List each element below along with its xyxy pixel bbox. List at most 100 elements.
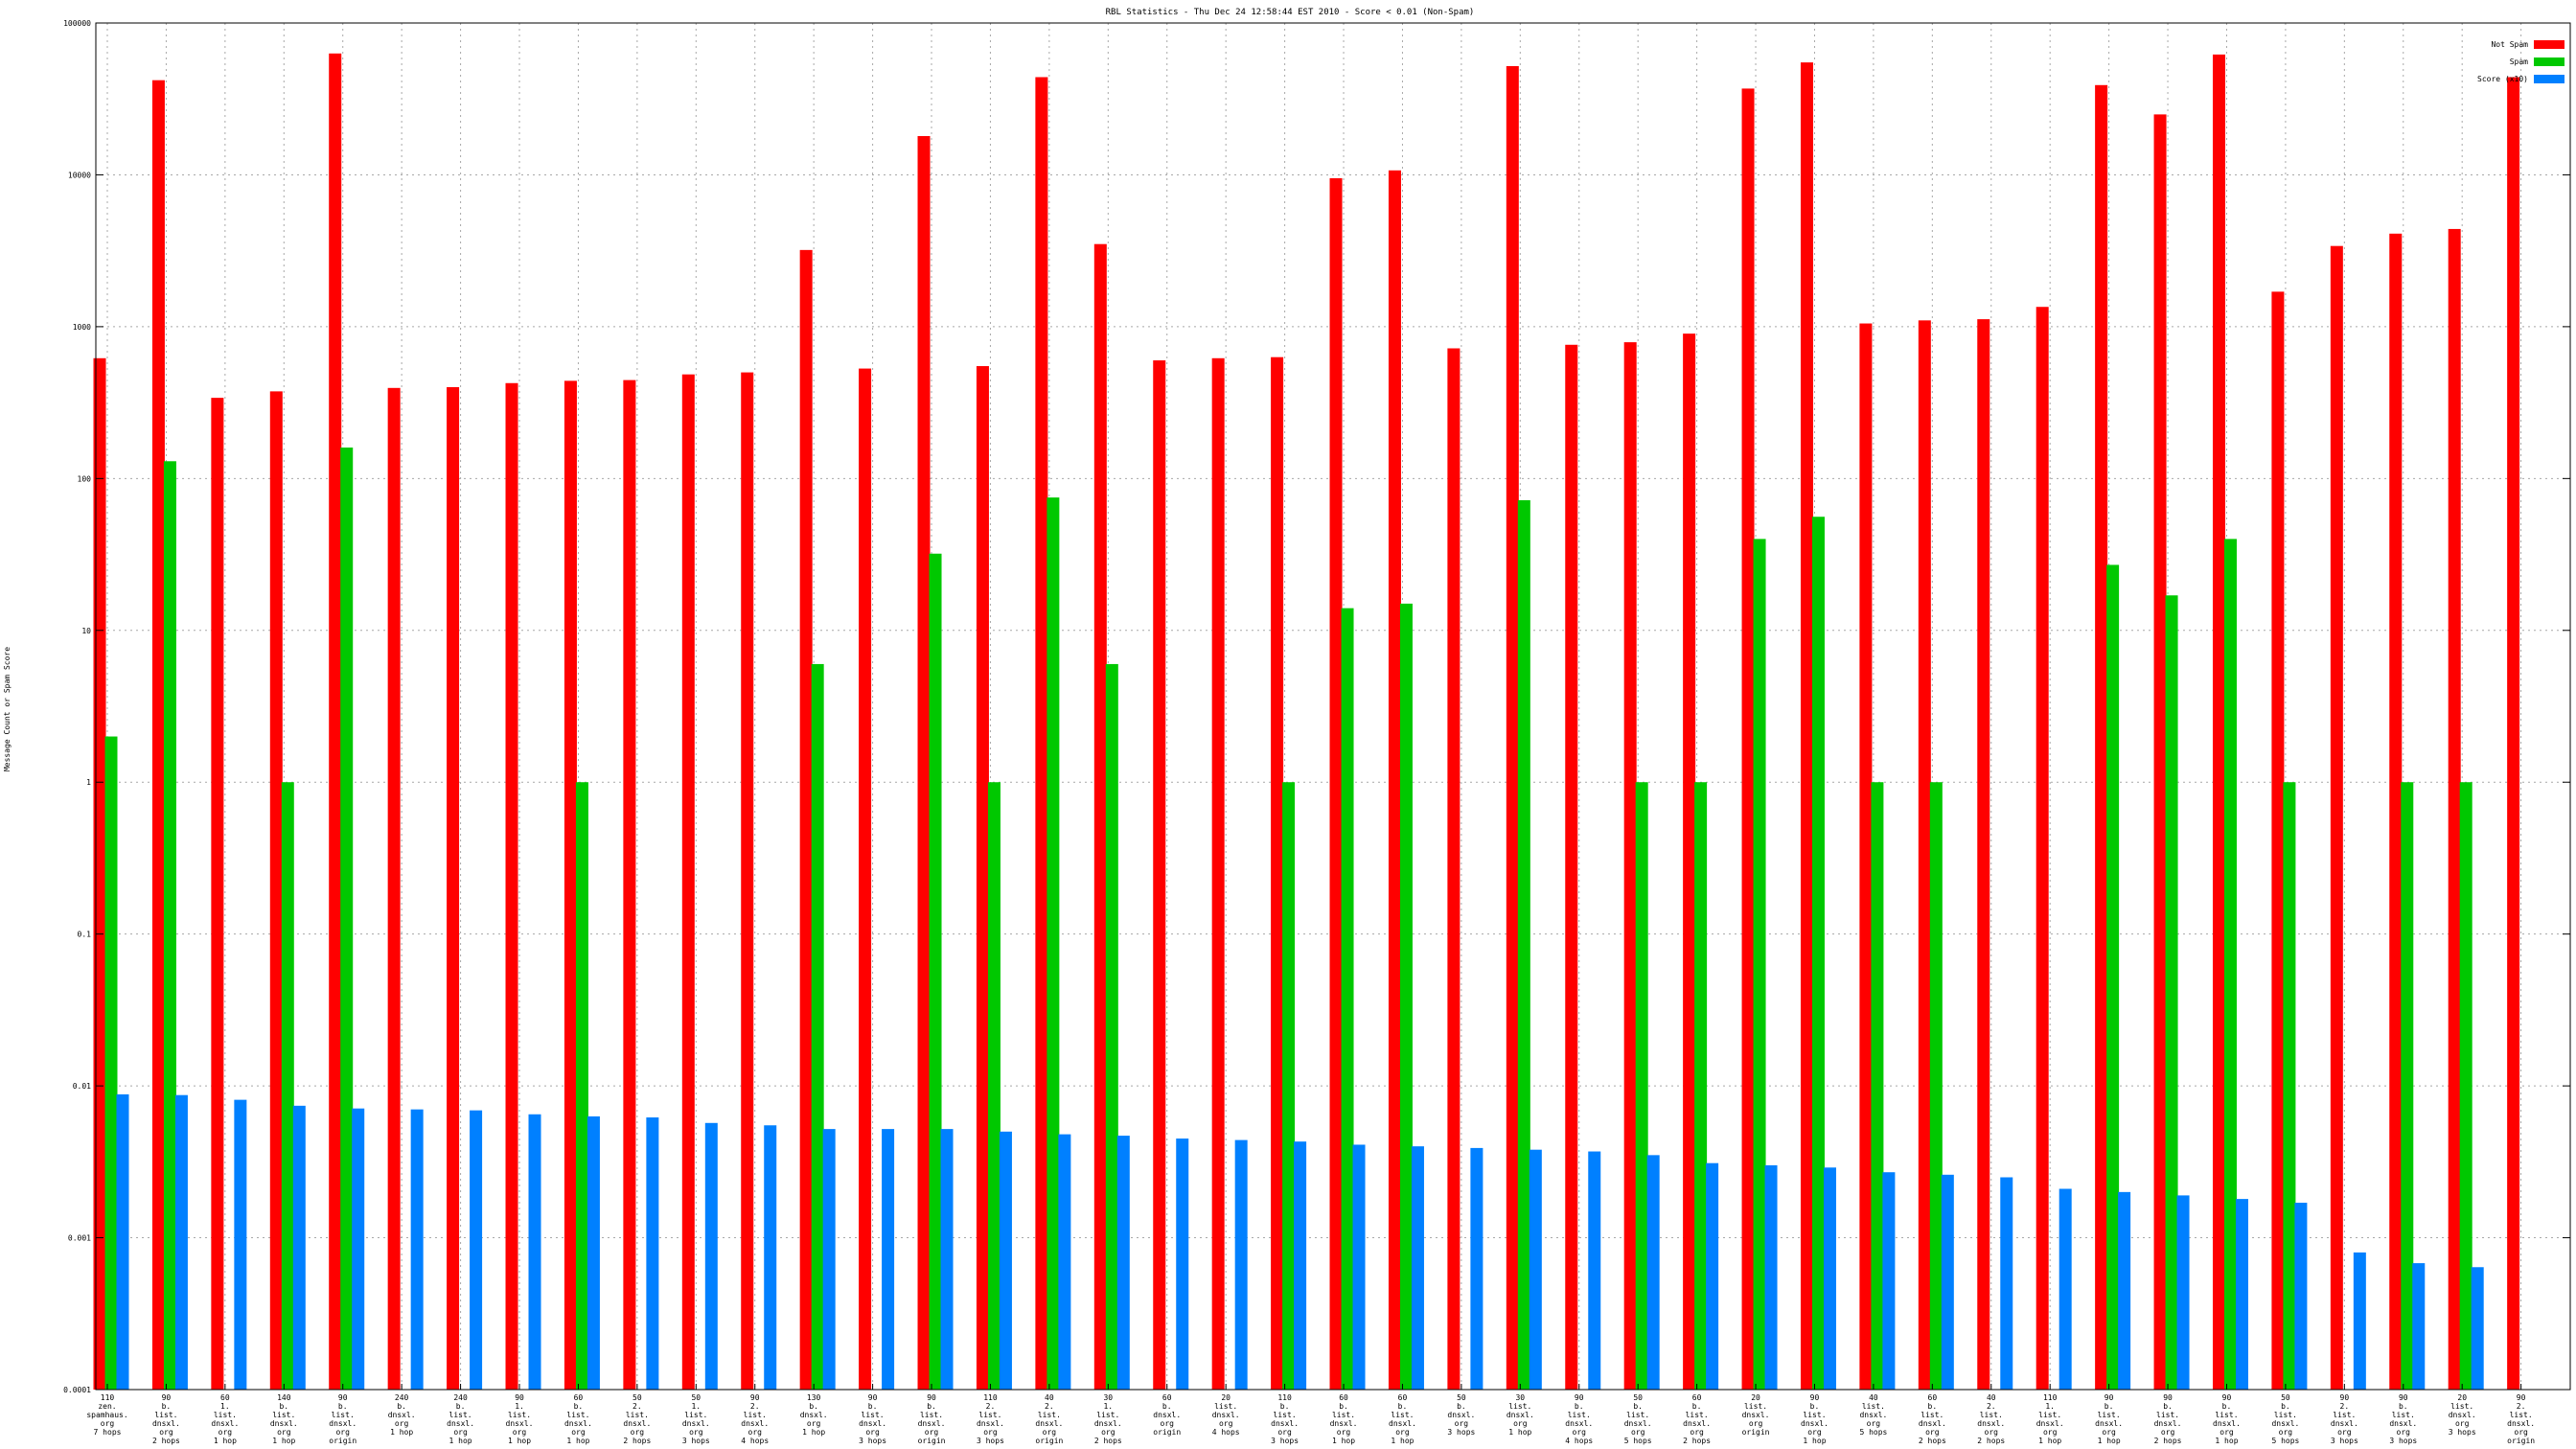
x-tick-label-line: 3 hops	[2331, 1437, 2358, 1445]
x-tick-label-line: 1.	[220, 1402, 230, 1411]
x-tick-label-line: list.	[744, 1411, 767, 1419]
x-tick-label-line: dnsxl.	[2036, 1419, 2064, 1428]
x-tick-label-line: b.	[397, 1402, 406, 1411]
x-tick-label: 90 b. list. dnsxl. org 1 hop	[2213, 1393, 2241, 1445]
x-tick-label: 110 2. list. dnsxl. org 3 hops	[977, 1393, 1004, 1445]
x-tick-label-line: dnsxl.	[2331, 1419, 2358, 1428]
x-tick-label-line: list.	[1980, 1411, 2003, 1419]
bar-not-spam	[1977, 319, 1990, 1390]
x-tick-label: 90 2. list. dnsxl. org 3 hops	[2331, 1393, 2358, 1445]
x-tick-label: 140 b. list. dnsxl. org 1 hop	[270, 1393, 298, 1445]
x-tick-label-line: b.	[1575, 1402, 1584, 1411]
x-tick-label-line: 1 hop	[449, 1437, 472, 1445]
x-tick-label-line: list.	[626, 1411, 649, 1419]
bar-not-spam	[1623, 342, 1637, 1390]
bar-spam	[2283, 782, 2296, 1390]
x-tick-label-line: 2.	[1987, 1402, 1996, 1411]
x-tick-label-line: org	[513, 1428, 527, 1437]
x-tick-label-line: org	[1395, 1428, 1410, 1437]
bar-spam	[2165, 595, 2178, 1390]
y-tick-label: 1000	[73, 323, 91, 332]
x-tick-label-line: dnsxl.	[1801, 1419, 1828, 1428]
x-tick-label: 240 b. list. dnsxl. org 1 hop	[447, 1393, 474, 1445]
bar-not-spam	[151, 80, 165, 1390]
x-tick-label: 50 b. list. dnsxl. org 5 hops	[2271, 1393, 2299, 1445]
x-tick-label-line: origin	[1742, 1428, 1770, 1437]
x-tick-label-line: 90	[2104, 1393, 2114, 1402]
x-tick-label-line: b.	[1280, 1402, 1290, 1411]
x-tick-label: 50 b. dnsxl. org 3 hops	[1447, 1393, 1475, 1437]
bar-not-spam	[1800, 62, 1813, 1391]
x-tick-label-line: 5 hops	[1624, 1437, 1652, 1445]
bar-score-x10	[292, 1105, 306, 1390]
bar-score-x10	[2176, 1195, 2190, 1390]
x-tick-label-line: 60	[1692, 1393, 1702, 1402]
bar-not-spam	[1153, 360, 1166, 1391]
x-tick-label-line: b.	[162, 1402, 172, 1411]
x-tick-label-line: dnsxl.	[564, 1419, 592, 1428]
x-tick-label-line: list.	[2098, 1411, 2121, 1419]
bar-score-x10	[234, 1099, 247, 1390]
bar-spam	[163, 461, 176, 1390]
x-tick-label-line: org	[218, 1428, 233, 1437]
x-tick-label-line: dnsxl.	[859, 1419, 886, 1428]
x-tick-label-line: dnsxl.	[918, 1419, 946, 1428]
x-tick-label-line: org	[2455, 1419, 2470, 1428]
x-tick-label-line: list.	[2333, 1411, 2356, 1419]
bar-not-spam	[329, 53, 342, 1391]
x-tick-label-line: org	[1455, 1419, 1469, 1428]
bar-spam	[1753, 539, 1766, 1390]
x-tick-label-line: 1 hop	[802, 1428, 825, 1437]
bar-score-x10	[470, 1110, 483, 1390]
x-tick-label-line: list.	[2215, 1411, 2238, 1419]
bar-spam	[1694, 782, 1708, 1390]
x-tick-label-line: dnsxl.	[2213, 1419, 2241, 1428]
x-tick-label: 90 2. list. dnsxl. org 4 hops	[741, 1393, 769, 1445]
bar-spam	[575, 782, 588, 1390]
x-tick-label-line: dnsxl.	[2271, 1419, 2299, 1428]
x-tick-label: 90 b. list. dnsxl. org 4 hops	[1565, 1393, 1593, 1445]
x-tick-label-line: org	[335, 1428, 350, 1437]
bar-score-x10	[1764, 1164, 1778, 1390]
x-tick-label-line: dnsxl.	[1153, 1411, 1181, 1419]
bar-score-x10	[882, 1129, 895, 1390]
bar-not-spam	[1329, 177, 1343, 1391]
bar-not-spam	[623, 380, 636, 1391]
legend: Not Spam Spam Score (x10)	[2477, 40, 2564, 83]
x-tick-label-line: 2 hops	[1094, 1437, 1122, 1445]
bar-score-x10	[586, 1116, 600, 1390]
y-tick-label: 1	[86, 778, 91, 787]
x-tick-label-line: dnsxl.	[1859, 1411, 1887, 1419]
bar-spam	[2106, 564, 2120, 1390]
x-tick-label-line: origin	[329, 1437, 356, 1445]
x-tick-label-line: org	[2337, 1428, 2352, 1437]
x-tick-label-line: dnsxl.	[1271, 1419, 1299, 1428]
x-tick-label-line: list.	[1214, 1402, 1237, 1411]
bar-spam	[340, 447, 354, 1390]
legend-label: Score (x10)	[2477, 75, 2528, 83]
x-tick-label: 20 list. dnsxl. org origin	[1742, 1393, 1770, 1437]
bar-not-spam	[1388, 170, 1401, 1391]
x-tick-label-line: dnsxl.	[977, 1419, 1004, 1428]
x-tick-label-line: b.	[574, 1402, 584, 1411]
x-tick-label-line: b.	[1692, 1402, 1702, 1411]
x-tick-label: 20 list. dnsxl. org 3 hops	[2449, 1393, 2476, 1437]
x-tick-label-line: org	[101, 1419, 115, 1428]
x-tick-label-line: list.	[978, 1411, 1001, 1419]
legend-swatch	[2534, 40, 2564, 49]
x-tick-label-line: 110	[1277, 1393, 1292, 1402]
bar-not-spam	[1271, 356, 1284, 1390]
bar-not-spam	[917, 135, 931, 1391]
x-tick-label-line: list.	[1862, 1402, 1885, 1411]
x-tick-label-line: 1 hop	[1391, 1437, 1414, 1445]
x-tick-label-line: dnsxl.	[211, 1419, 239, 1428]
x-tick-label-line: dnsxl.	[1389, 1419, 1416, 1428]
x-tick-label-line: 1.	[515, 1402, 524, 1411]
x-tick-label-line: list.	[1508, 1402, 1531, 1411]
bar-not-spam	[2507, 77, 2520, 1391]
bar-not-spam	[2448, 228, 2461, 1391]
x-tick-label-line: b.	[1339, 1402, 1348, 1411]
x-tick-label-line: 1 hop	[214, 1437, 237, 1445]
x-tick-label: 110 1. list. dnsxl. org 1 hop	[2036, 1393, 2064, 1445]
